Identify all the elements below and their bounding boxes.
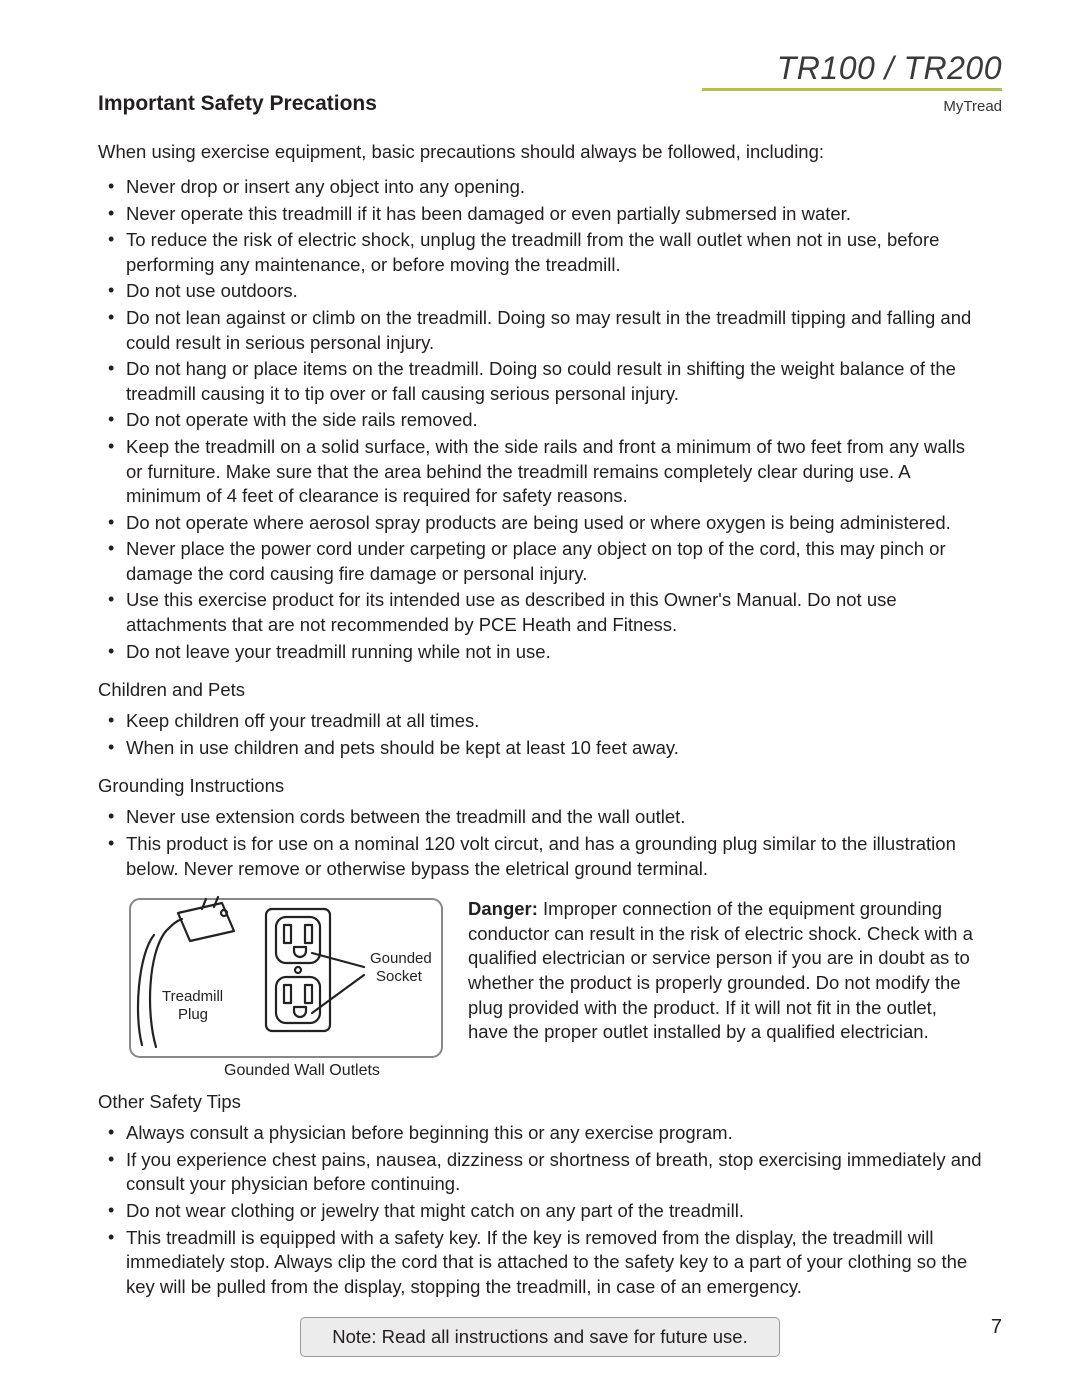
label-grounded-socket-2: Socket [376,968,423,985]
list-item: When in use children and pets should be … [126,736,982,761]
list-item: This product is for use on a nominal 120… [126,832,982,881]
list-item: To reduce the risk of electric shock, un… [126,228,982,277]
page-number: 7 [991,1316,1002,1339]
list-item: Do not operate with the side rails remov… [126,408,982,433]
label-treadmill-plug-1: Treadmill [162,988,223,1005]
intro-text: When using exercise equipment, basic pre… [98,140,982,165]
list-item: Do not use outdoors. [126,279,982,304]
list-item: Never use extension cords between the tr… [126,805,982,830]
other-tips-list: Always consult a physician before beginn… [98,1121,982,1299]
list-item: Keep the treadmill on a solid surface, w… [126,435,982,509]
children-pets-heading: Children and Pets [98,678,982,703]
list-item: Never operate this treadmill if it has b… [126,202,982,227]
danger-paragraph: Danger: Improper connection of the equip… [468,895,982,1045]
list-item: Do not leave your treadmill running whil… [126,640,982,665]
header-brand: MyTread [943,98,1002,115]
list-item: Never drop or insert any object into any… [126,175,982,200]
figure-caption: Gounded Wall Outlets [224,1062,380,1079]
list-item: Never place the power cord under carpeti… [126,537,982,586]
list-item: Do not wear clothing or jewelry that mig… [126,1199,982,1224]
label-grounded-socket-1: Gounded [370,950,432,967]
section-title: Important Safety Precations [98,92,982,116]
list-item: If you experience chest pains, nausea, d… [126,1148,982,1197]
children-pets-list: Keep children off your treadmill at all … [98,709,982,760]
grounding-row: Treadmill Plug Gounded Socket Gounded Wa… [126,895,982,1080]
list-item: Do not lean against or climb on the trea… [126,306,982,355]
list-item: Use this exercise product for its intend… [126,588,982,637]
outlet-figure: Treadmill Plug Gounded Socket Gounded Wa… [126,895,446,1080]
list-item: Keep children off your treadmill at all … [126,709,982,734]
header-rule [702,88,1002,91]
list-item: This treadmill is equipped with a safety… [126,1226,982,1300]
label-treadmill-plug-2: Plug [178,1006,208,1023]
other-tips-heading: Other Safety Tips [98,1090,982,1115]
grounding-list: Never use extension cords between the tr… [98,805,982,881]
list-item: Always consult a physician before beginn… [126,1121,982,1146]
danger-label: Danger: [468,898,538,919]
header-model: TR100 / TR200 [777,50,1002,87]
list-item: Do not operate where aerosol spray produ… [126,511,982,536]
grounding-heading: Grounding Instructions [98,774,982,799]
list-item: Do not hang or place items on the treadm… [126,357,982,406]
note-box: Note: Read all instructions and save for… [300,1317,780,1357]
danger-body: Improper connection of the equipment gro… [468,898,973,1042]
main-bullet-list: Never drop or insert any object into any… [98,175,982,664]
